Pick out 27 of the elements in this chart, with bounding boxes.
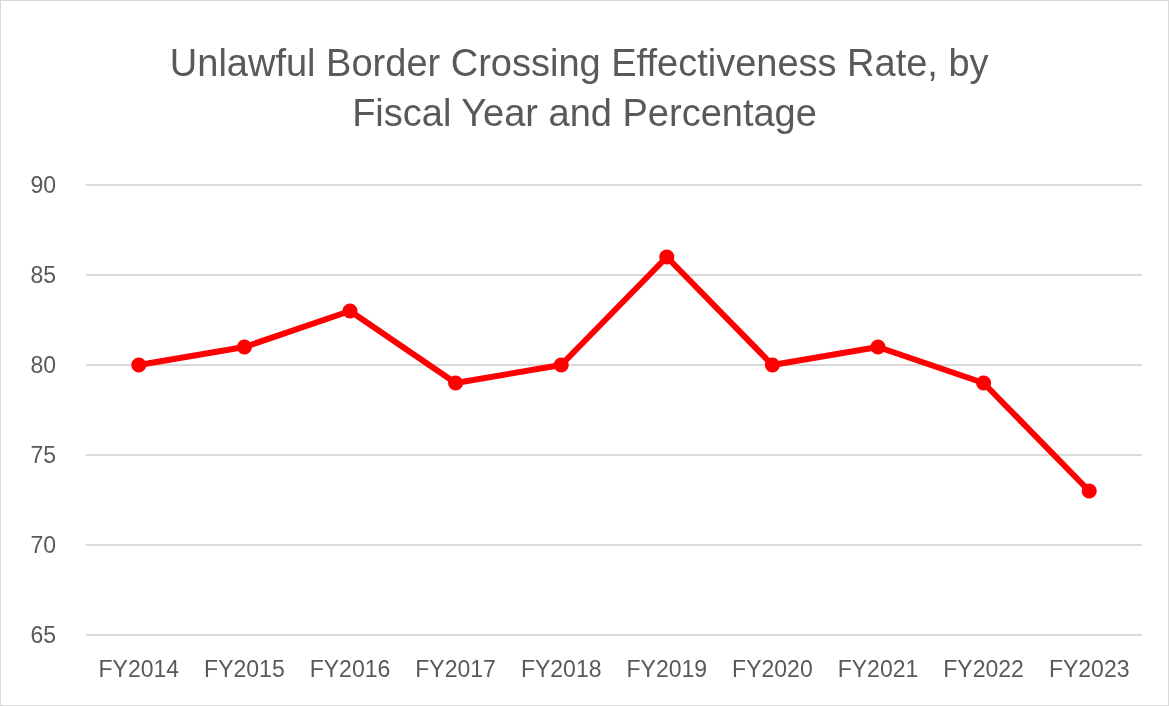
x-tick-label: FY2023 bbox=[1048, 655, 1130, 682]
x-tick-label: FY2015 bbox=[204, 655, 285, 682]
y-tick-label: 75 bbox=[30, 442, 56, 468]
chart-title: Unlawful Border Crossing Effectiveness Rate, by Fiscal Year and Percentage bbox=[169, 42, 1000, 134]
y-tick-label: 90 bbox=[30, 172, 56, 198]
point bbox=[131, 357, 147, 373]
point bbox=[764, 357, 780, 373]
point bbox=[1081, 483, 1097, 499]
x-tick-label: FY2022 bbox=[943, 655, 1024, 682]
point bbox=[448, 375, 464, 391]
y-tick-label: 80 bbox=[30, 352, 56, 378]
y-tick-label: 65 bbox=[30, 622, 56, 648]
x-tick-label: FY2016 bbox=[309, 655, 391, 682]
x-tick-label: FY2019 bbox=[626, 655, 708, 682]
point bbox=[659, 249, 675, 265]
point bbox=[236, 339, 252, 355]
point bbox=[342, 303, 358, 319]
y-tick-label: 85 bbox=[30, 262, 56, 288]
x-tick-label: FY2017 bbox=[415, 655, 496, 682]
point bbox=[976, 375, 992, 391]
point bbox=[553, 357, 569, 373]
x-tick-label: FY2018 bbox=[520, 655, 602, 682]
x-tick-label: FY2020 bbox=[732, 655, 813, 682]
point bbox=[870, 339, 886, 355]
x-tick-label: FY2021 bbox=[837, 655, 919, 682]
y-tick-label: 70 bbox=[30, 532, 56, 558]
x-tick-label: FY2014 bbox=[98, 655, 180, 682]
